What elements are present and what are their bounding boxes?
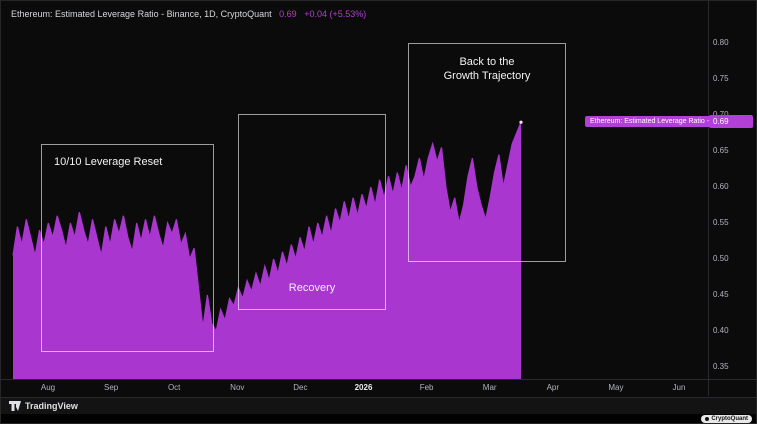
time-axis[interactable]: Aug Sep Oct Nov Dec 2026 Feb Mar Apr May Jun xyxy=(1,379,708,396)
series-last-value: 0.69 xyxy=(279,9,297,19)
time-axis-tick: May xyxy=(608,383,624,392)
price-axis-tick: 0.55 xyxy=(713,218,729,227)
time-axis-tick: 2026 xyxy=(354,383,373,392)
area-series xyxy=(12,120,523,379)
price-axis-separator xyxy=(708,1,709,396)
time-axis-tick: Sep xyxy=(103,383,119,392)
price-axis-tick: 0.70 xyxy=(713,110,729,119)
price-axis-tick: 0.65 xyxy=(713,146,729,155)
annotation-label-growth-trajectory: Back to the Growth Trajectory xyxy=(443,56,531,82)
last-price-label: 0.69 xyxy=(709,115,753,129)
tradingview-logo[interactable]: TradingView xyxy=(9,401,78,411)
price-axis-tick: 0.40 xyxy=(713,326,729,335)
time-axis-tick: Jun xyxy=(672,383,686,392)
price-axis-tick: 0.35 xyxy=(713,362,729,371)
annotation-box-leverage-reset: 10/10 Leverage Reset xyxy=(41,144,214,352)
time-axis-tick: Apr xyxy=(546,383,560,392)
annotation-box-recovery: Recovery xyxy=(238,114,386,310)
series-title: Ethereum: Estimated Leverage Ratio - Bin… xyxy=(11,9,272,19)
price-axis[interactable]: 0.80 0.75 0.70 0.65 0.60 0.55 0.50 0.45 0.40 0.35 xyxy=(709,1,756,379)
price-axis-tick: 0.75 xyxy=(713,74,729,83)
annotation-label-recovery: Recovery xyxy=(288,282,336,295)
series-floating-label[interactable]: Ethereum: Estimated Leverage Ratio - ... xyxy=(585,116,722,127)
tradingview-mark-icon xyxy=(9,401,21,411)
time-axis-tick: Mar xyxy=(482,383,497,392)
chart-legend-title[interactable]: Ethereum: Estimated Leverage Ratio - Bin… xyxy=(11,9,366,19)
series-change: +0.04 (+5.53%) xyxy=(304,9,367,19)
tradingview-label: TradingView xyxy=(25,401,78,411)
time-axis-tick: Oct xyxy=(167,383,181,392)
time-axis-tick: Aug xyxy=(40,383,56,392)
bottom-strip: CryptoQuant xyxy=(1,414,756,423)
cryptoquant-badge[interactable]: CryptoQuant xyxy=(701,415,752,423)
bottom-toolbar: TradingView xyxy=(1,397,756,414)
price-axis-tick: 0.45 xyxy=(713,290,729,299)
price-axis-tick: 0.80 xyxy=(713,38,729,47)
price-axis-tick: 0.60 xyxy=(713,182,729,191)
time-axis-tick: Dec xyxy=(293,383,308,392)
chart-plot-area[interactable]: 10/10 Leverage Reset Recovery Back to th… xyxy=(1,1,708,379)
annotation-label-leverage-reset: 10/10 Leverage Reset xyxy=(54,156,163,168)
time-axis-separator xyxy=(1,379,756,380)
cryptoquant-label: CryptoQuant xyxy=(711,416,748,422)
price-axis-tick: 0.50 xyxy=(713,254,729,263)
cryptoquant-logo-icon xyxy=(705,417,710,421)
time-axis-tick: Nov xyxy=(230,383,245,392)
time-axis-tick: Feb xyxy=(419,383,434,392)
annotation-box-growth-trajectory: Back to the Growth Trajectory xyxy=(408,43,566,262)
